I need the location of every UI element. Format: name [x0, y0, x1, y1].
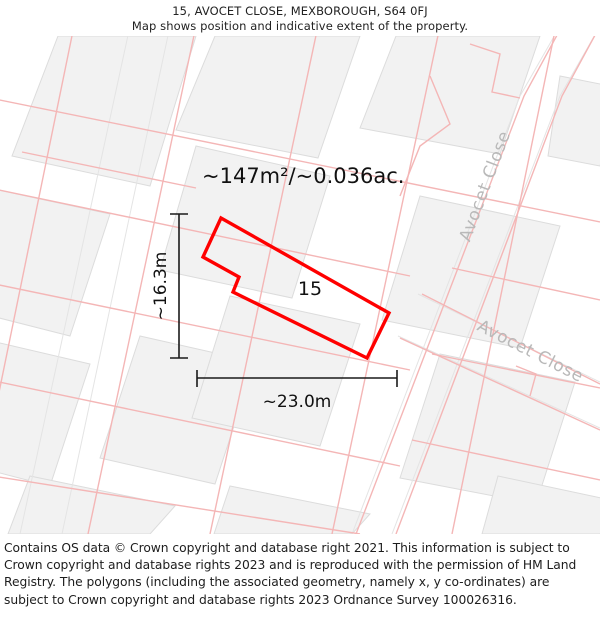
copyright-text: Contains OS data © Crown copyright and d… [4, 541, 577, 607]
parcel-boundaries [0, 36, 600, 534]
building-footprints [0, 36, 600, 534]
map-header: 15, AVOCET CLOSE, MEXBOROUGH, S64 0FJ Ma… [0, 0, 600, 36]
area-label: ~147m²/~0.036ac. [202, 164, 404, 188]
page-title: 15, AVOCET CLOSE, MEXBOROUGH, S64 0FJ [172, 4, 428, 18]
property-boundary-polygon[interactable] [200, 215, 392, 361]
property-number-label: 15 [298, 278, 322, 300]
height-dimension [170, 213, 188, 359]
copyright-footer: Contains OS data © Crown copyright and d… [0, 536, 600, 625]
height-dimension-label: ~16.3m [151, 252, 171, 321]
map-canvas[interactable]: Avocet Close Avocet Close ~147m²/~0.036a… [0, 36, 600, 534]
road-casings [19, 36, 600, 534]
map-svg[interactable]: Avocet Close Avocet Close ~147m²/~0.036a… [0, 36, 600, 534]
width-dimension-label: ~23.0m [263, 392, 332, 412]
page-subtitle: Map shows position and indicative extent… [131, 19, 469, 33]
width-dimension [196, 370, 398, 387]
